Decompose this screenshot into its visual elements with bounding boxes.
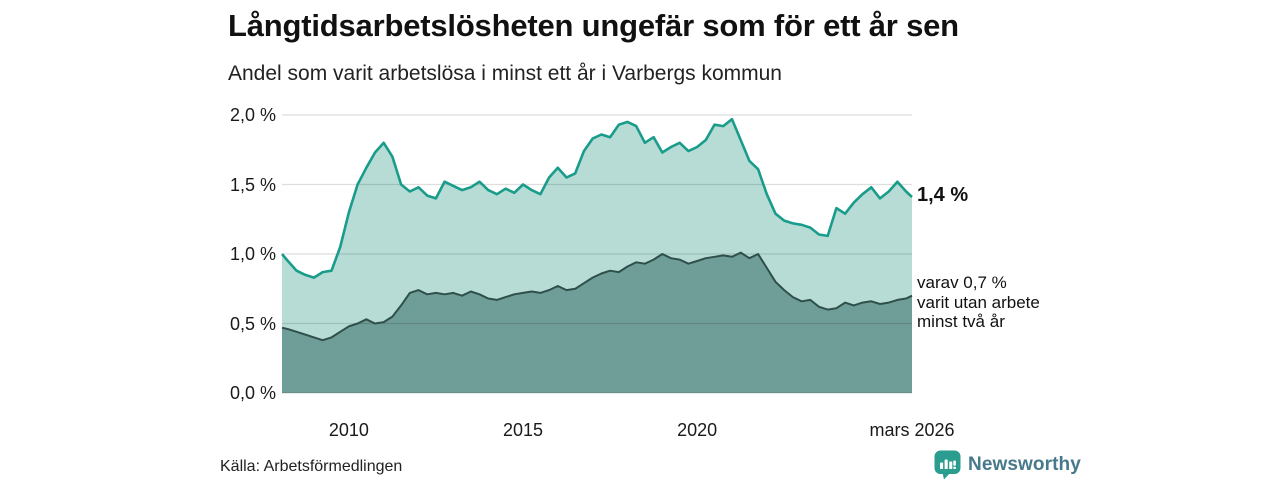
end-value-label: 1,4 % (917, 184, 969, 206)
series-area (282, 252, 912, 393)
x-axis-label: mars 2026 (869, 420, 955, 440)
x-axis-label: 2010 (328, 420, 369, 440)
y-axis-label: 1,0 % (229, 244, 276, 264)
chart-title: Långtidsarbetslösheten ungefär som för e… (228, 8, 959, 43)
y-axis-label: 1,5 % (229, 174, 276, 195)
y-axis-label: 2,0 % (229, 105, 276, 125)
y-axis-label: 0,0 % (229, 383, 276, 403)
x-axis-label: 2015 (502, 420, 543, 440)
newsworthy-logo-text: Newsworthy (968, 454, 1081, 475)
secondary-label-line: varit utan arbete (917, 292, 1040, 312)
secondary-label-line: minst två år (917, 312, 1005, 331)
x-axis-label: 2020 (677, 420, 718, 440)
secondary-series-label: varav 0,7 % varit utan arbete minst två … (917, 273, 1040, 332)
secondary-label-line: varav 0,7 % (917, 273, 1007, 292)
newsworthy-logo: Newsworthy (934, 450, 1081, 480)
newsworthy-logo-icon (934, 450, 961, 480)
series-line (281, 117, 913, 279)
y-axis-label: 0,5 % (229, 313, 276, 334)
series-line (281, 251, 913, 342)
chart-subtitle: Andel som varit arbetslösa i minst ett å… (228, 62, 782, 85)
source-note: Källa: Arbetsförmedlingen (220, 458, 403, 475)
